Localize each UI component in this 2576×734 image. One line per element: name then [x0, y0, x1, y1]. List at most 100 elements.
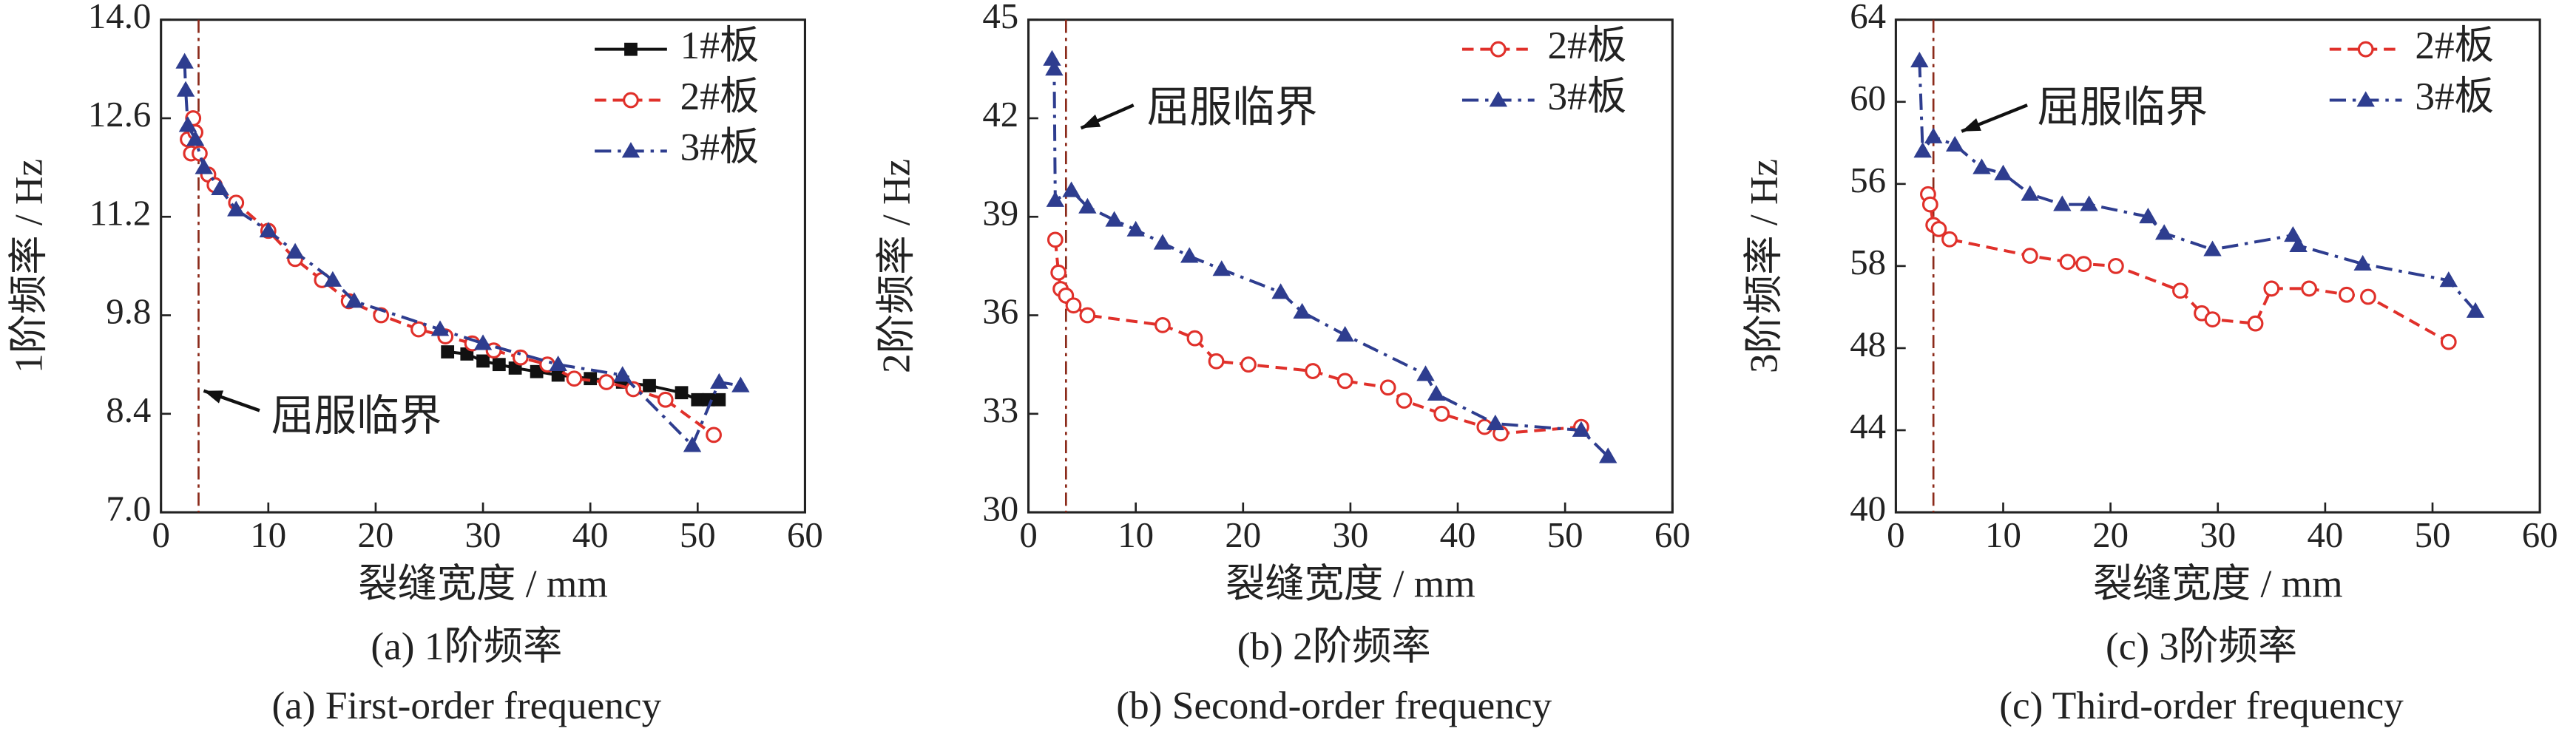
- legend-marker: [2356, 91, 2375, 107]
- marker: [613, 366, 632, 382]
- marker: [1153, 234, 1172, 250]
- legend-marker: [1489, 91, 1508, 107]
- x-axis-label: 裂缝宽度 / mm: [358, 561, 608, 605]
- marker: [345, 292, 364, 308]
- marker: [1486, 414, 1505, 431]
- caption-en: (b) Second-order frequency: [1116, 683, 1552, 727]
- marker: [1994, 164, 2012, 180]
- marker: [706, 427, 722, 444]
- marker: [1433, 405, 1450, 422]
- caption: (c) 3阶频率: [2106, 624, 2297, 668]
- y-tick-label: 30: [982, 488, 1018, 529]
- x-tick-label: 10: [1985, 514, 2021, 555]
- marker: [1043, 50, 1061, 66]
- marker: [712, 393, 726, 407]
- marker: [2059, 254, 2076, 271]
- marker: [2263, 280, 2280, 297]
- legend-label: 3#板: [680, 125, 760, 169]
- legend-label: 2#板: [680, 74, 760, 118]
- marker: [1078, 197, 1097, 214]
- marker: [1598, 447, 1617, 463]
- caption-en: (c) Third-order frequency: [1999, 683, 2404, 727]
- marker: [195, 158, 213, 174]
- y-tick-label: 44: [1850, 406, 1886, 446]
- marker: [1945, 135, 1964, 152]
- marker: [1972, 158, 1991, 174]
- marker: [2075, 256, 2092, 272]
- marker: [549, 355, 567, 372]
- x-axis-label: 裂缝宽度 / mm: [2093, 561, 2343, 605]
- y-tick-label: 9.8: [106, 291, 151, 332]
- marker: [1930, 221, 1947, 237]
- legend-marker: [621, 142, 640, 158]
- y-tick-label: 33: [982, 390, 1018, 430]
- marker: [1105, 211, 1123, 227]
- marker: [1046, 191, 1065, 207]
- marker: [625, 381, 642, 398]
- marker: [1186, 330, 1203, 347]
- marker: [1045, 60, 1064, 76]
- marker: [1427, 384, 1446, 401]
- y-tick-label: 40: [1850, 488, 1886, 529]
- marker: [2053, 195, 2072, 211]
- y-axis-label: 3阶频率 / Hz: [1741, 159, 1785, 373]
- y-tick-label: 56: [1850, 160, 1886, 200]
- marker: [1271, 283, 1290, 299]
- x-tick-label: 20: [1225, 514, 1261, 555]
- x-tick-label: 60: [787, 514, 823, 555]
- legend-marker: [1490, 41, 1507, 58]
- x-tick-label: 30: [2200, 514, 2236, 555]
- marker: [2203, 240, 2222, 256]
- legend-label: 2#板: [1547, 23, 1626, 67]
- marker: [1208, 353, 1225, 370]
- marker: [683, 436, 702, 452]
- marker: [2139, 208, 2157, 224]
- legend-marker: [624, 42, 638, 56]
- y-tick-label: 7.0: [106, 488, 151, 529]
- marker: [1065, 297, 1082, 314]
- marker: [227, 200, 246, 217]
- marker: [1180, 247, 1199, 263]
- marker: [2284, 226, 2302, 242]
- marker: [2080, 195, 2098, 211]
- x-tick-label: 0: [1887, 514, 1904, 555]
- y-tick-label: 48: [1850, 324, 1886, 364]
- legend-marker: [623, 92, 639, 109]
- caption: (b) 2阶频率: [1237, 624, 1431, 668]
- marker: [178, 116, 197, 132]
- marker: [1293, 302, 1311, 319]
- marker: [175, 52, 194, 69]
- marker: [410, 321, 427, 338]
- caption: (a) 1阶频率: [371, 624, 562, 668]
- marker: [643, 378, 656, 393]
- series-line: [1926, 194, 2450, 344]
- y-tick-label: 14.0: [88, 0, 152, 36]
- marker: [1305, 363, 1322, 379]
- x-tick-label: 10: [1118, 514, 1154, 555]
- marker: [285, 242, 305, 259]
- legend-label: 2#板: [2415, 23, 2494, 67]
- marker: [2301, 280, 2317, 297]
- series-line: [1918, 61, 2477, 313]
- x-axis-label: 裂缝宽度 / mm: [1226, 561, 1475, 605]
- legend-marker: [2357, 41, 2374, 58]
- marker: [2289, 236, 2308, 253]
- marker: [657, 391, 674, 408]
- marker: [1240, 356, 1257, 373]
- marker: [259, 222, 278, 238]
- y-tick-label: 12.6: [88, 94, 152, 135]
- x-tick-label: 20: [358, 514, 394, 555]
- legend-label: 3#板: [1547, 74, 1626, 118]
- x-tick-label: 0: [1019, 514, 1037, 555]
- marker: [1416, 365, 1435, 381]
- legend-label: 3#板: [2415, 74, 2494, 118]
- marker: [1047, 231, 1064, 248]
- y-axis-label: 2阶频率 / Hz: [874, 159, 919, 373]
- marker: [441, 345, 455, 358]
- y-tick-label: 11.2: [89, 192, 152, 233]
- x-tick-label: 60: [2522, 514, 2558, 555]
- x-tick-label: 60: [1654, 514, 1691, 555]
- x-tick-label: 10: [250, 514, 286, 555]
- marker: [192, 145, 208, 162]
- marker: [1396, 393, 1413, 409]
